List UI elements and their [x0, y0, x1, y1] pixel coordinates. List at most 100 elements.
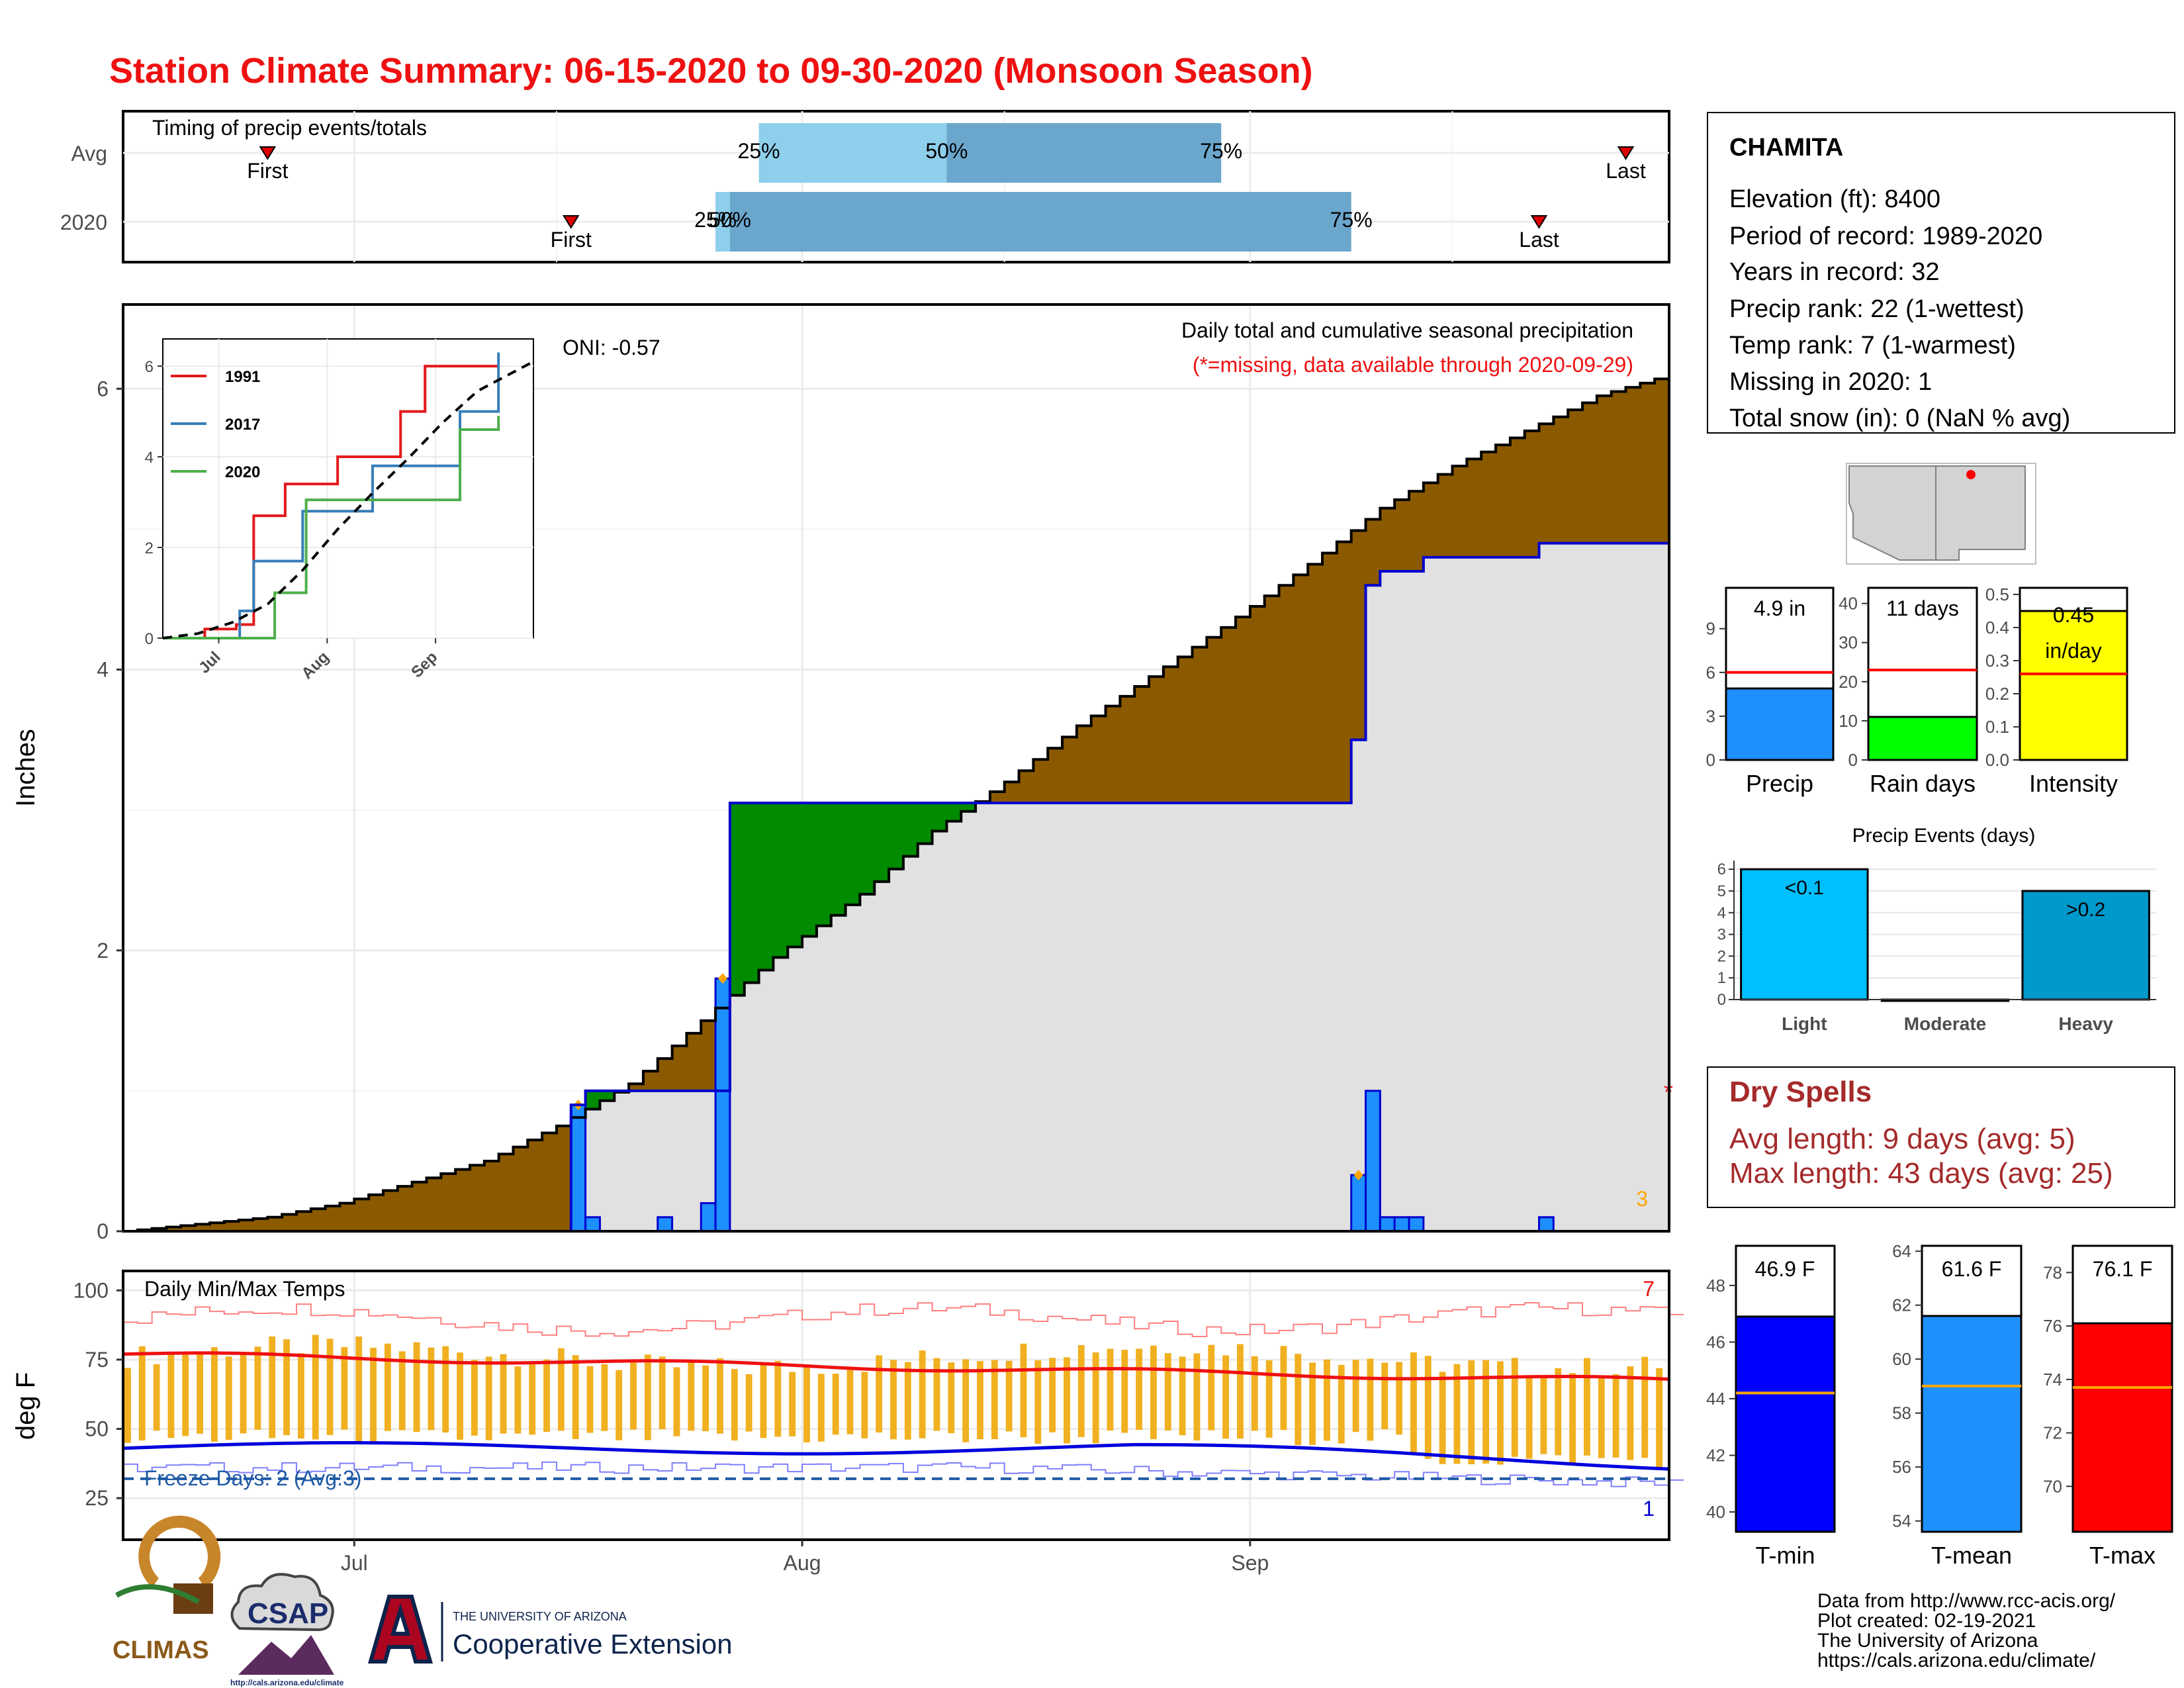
temp-daily-bar-73: [1179, 1356, 1186, 1436]
csap-mountains: [238, 1635, 334, 1675]
inset-legend-label-1991: 1991: [225, 368, 260, 386]
temp-ytick-label-0: 25: [85, 1486, 109, 1510]
station-line-5: Temp rank: 7 (1-warmest): [1729, 332, 2016, 359]
small-chart-ytick-label-5-4: 0.4: [1985, 618, 2009, 637]
small-chart-ytick-label-5-0: 0.0: [1985, 750, 2009, 770]
temp-daily-bar-41: [717, 1358, 723, 1434]
csap-logo: CSAP http://cals.arizona.edu/climate: [230, 1573, 344, 1687]
timing-marker-first-Avg: [259, 146, 277, 160]
main-plot-frame: [122, 303, 1670, 1233]
timing-marker-last-2020: [1530, 215, 1548, 229]
timing-bar-q50-q75-Avg: [946, 123, 1222, 183]
small-chart-value-label-7-0: 46.9 F: [1755, 1257, 1815, 1281]
avg-cumulative-line: [123, 377, 1669, 1233]
temp-daily-bar-27: [514, 1366, 522, 1434]
small-chart-bar-5: [2019, 610, 2128, 761]
events-category-heavy: Heavy: [2058, 1013, 2113, 1034]
temp-daily-bar-6: [210, 1347, 218, 1442]
timing-label-50-Avg: 50%: [925, 139, 968, 163]
main-ytick-label-2: 4: [97, 658, 109, 682]
dry-spells-avg: Avg length: 9 days (avg: 5): [1729, 1123, 2075, 1155]
events-title: Precip Events (days): [1852, 825, 2036, 847]
temp-daily-bar-85: [1352, 1360, 1359, 1432]
temp-daily-bar-92: [1453, 1364, 1461, 1464]
small-chart-ytick-label-7-0: 40: [1706, 1502, 1725, 1522]
temp-daily-bar-3: [167, 1352, 175, 1438]
temp-daily-bar-74: [1193, 1353, 1201, 1441]
temp-daily-bar-80: [1280, 1346, 1287, 1430]
small-chart-t-max: 70 72 74 76 78 76.1 F T-max: [2043, 1244, 2173, 1569]
footer-line-4: https://cals.arizona.edu/climate/: [1817, 1650, 2096, 1671]
overlap-area: [123, 543, 1669, 1231]
station-line-2: Period of record: 1989-2020: [1729, 222, 2042, 250]
main-ytick-label-0: 0: [97, 1219, 109, 1243]
daily-marker-1: [718, 973, 728, 984]
temp-ylabel: deg F: [11, 1372, 40, 1440]
temp-daily-bar-0: [124, 1368, 131, 1443]
small-chart-ytick-label-8-5: 64: [1892, 1241, 1911, 1261]
inset-legend-label-2020: 2020: [225, 463, 260, 481]
temp-daily-bar-94: [1482, 1360, 1490, 1464]
temp-daily-bar-5: [197, 1352, 203, 1434]
temp-chart-title: Daily Min/Max Temps: [144, 1277, 345, 1301]
temp-daily-bar-103: [1612, 1374, 1619, 1458]
figure-title: Station Climate Summary: 06-15-2020 to 0…: [109, 51, 1313, 91]
timing-marker-last-Avg: [1617, 146, 1635, 160]
temp-daily-bar-93: [1468, 1360, 1475, 1464]
temp-daily-bar-60: [991, 1360, 998, 1440]
temp-daily-bar-33: [601, 1364, 608, 1431]
temp-daily-bar-32: [586, 1366, 594, 1433]
ua-cooperative-extension-logo: THE UNIVERSITY OF ARIZONA Cooperative Ex…: [368, 1595, 733, 1664]
daily-precip-bar-9: [1408, 1216, 1425, 1233]
temp-daily-bar-8: [240, 1352, 247, 1434]
new-mexico-shape: [1935, 465, 2026, 561]
temperature-panel: 25 50 75 100 Jul Aug Sep deg F Daily Min/Max …: [11, 1270, 1684, 1575]
timing-bar-q25-q50-2020: [715, 192, 730, 252]
timing-label-75-2020: 75%: [1330, 208, 1373, 232]
small-chart-value-label-4-0: 11 days: [1886, 596, 1959, 620]
station-location-dot: [1966, 470, 1976, 479]
temp-daily-bar-42: [731, 1369, 738, 1441]
small-chart-ytick-label-5-5: 0.5: [1985, 585, 2009, 604]
temp-daily-bar-48: [817, 1374, 825, 1442]
temp-ytick-label-3: 100: [73, 1278, 109, 1302]
temp-daily-bar-63: [1034, 1360, 1042, 1444]
small-chart-value-label-5-1: in/day: [2045, 639, 2101, 663]
temp-daily-bar-19: [398, 1351, 406, 1430]
small-chart-value-label-9-0: 76.1 F: [2093, 1257, 2153, 1281]
temp-daily-bar-51: [861, 1372, 868, 1438]
main-chart-subtitle: (*=missing, data available through 2020-…: [1193, 353, 1633, 377]
temp-daily-bar-70: [1136, 1348, 1143, 1430]
record-high-line: [123, 1302, 1684, 1337]
temp-daily-bar-72: [1164, 1353, 1171, 1431]
temp-daily-bar-62: [1020, 1343, 1027, 1438]
small-chart-value-label-5-0: 0.45: [2053, 603, 2094, 627]
footer-line-1: Data from http://www.rcc-acis.org/: [1817, 1590, 2116, 1612]
timing-label-first-Avg: First: [247, 159, 288, 183]
temp-daily-bar-81: [1295, 1354, 1302, 1446]
small-chart-ytick-label-8-1: 56: [1892, 1457, 1911, 1477]
inset-series-2020: [163, 416, 500, 639]
temp-daily-bar-15: [341, 1347, 348, 1430]
temp-daily-bar-102: [1598, 1376, 1605, 1458]
small-chart-t-mean: 54 56 58 60 62 64 61.6 F T-mean: [1892, 1241, 2023, 1569]
temp-daily-bar-82: [1309, 1362, 1316, 1445]
temp-daily-bar-96: [1511, 1358, 1518, 1457]
temp-daily-bar-45: [774, 1360, 782, 1437]
temp-daily-bar-29: [543, 1359, 550, 1432]
timing-bar-q25-q50-Avg: [758, 123, 947, 183]
temp-daily-bar-36: [644, 1354, 651, 1440]
temp-daily-bar-50: [846, 1368, 854, 1434]
small-chart-ytick-label-5-3: 0.3: [1985, 651, 2009, 671]
oni-label: ONI: -0.57: [563, 336, 660, 359]
temp-daily-bar-106: [1656, 1368, 1662, 1468]
dry-spells-title: Dry Spells: [1729, 1076, 1872, 1108]
temp-daily-bar-91: [1439, 1372, 1446, 1464]
small-chart-intensity: 0.0 0.1 0.2 0.3 0.4 0.5 0.45 in/day Intensity: [1985, 585, 2128, 797]
temp-daily-bar-90: [1424, 1356, 1432, 1459]
temp-daily-bar-28: [529, 1364, 536, 1435]
timing-bar-q50-q75-2020: [729, 192, 1351, 252]
